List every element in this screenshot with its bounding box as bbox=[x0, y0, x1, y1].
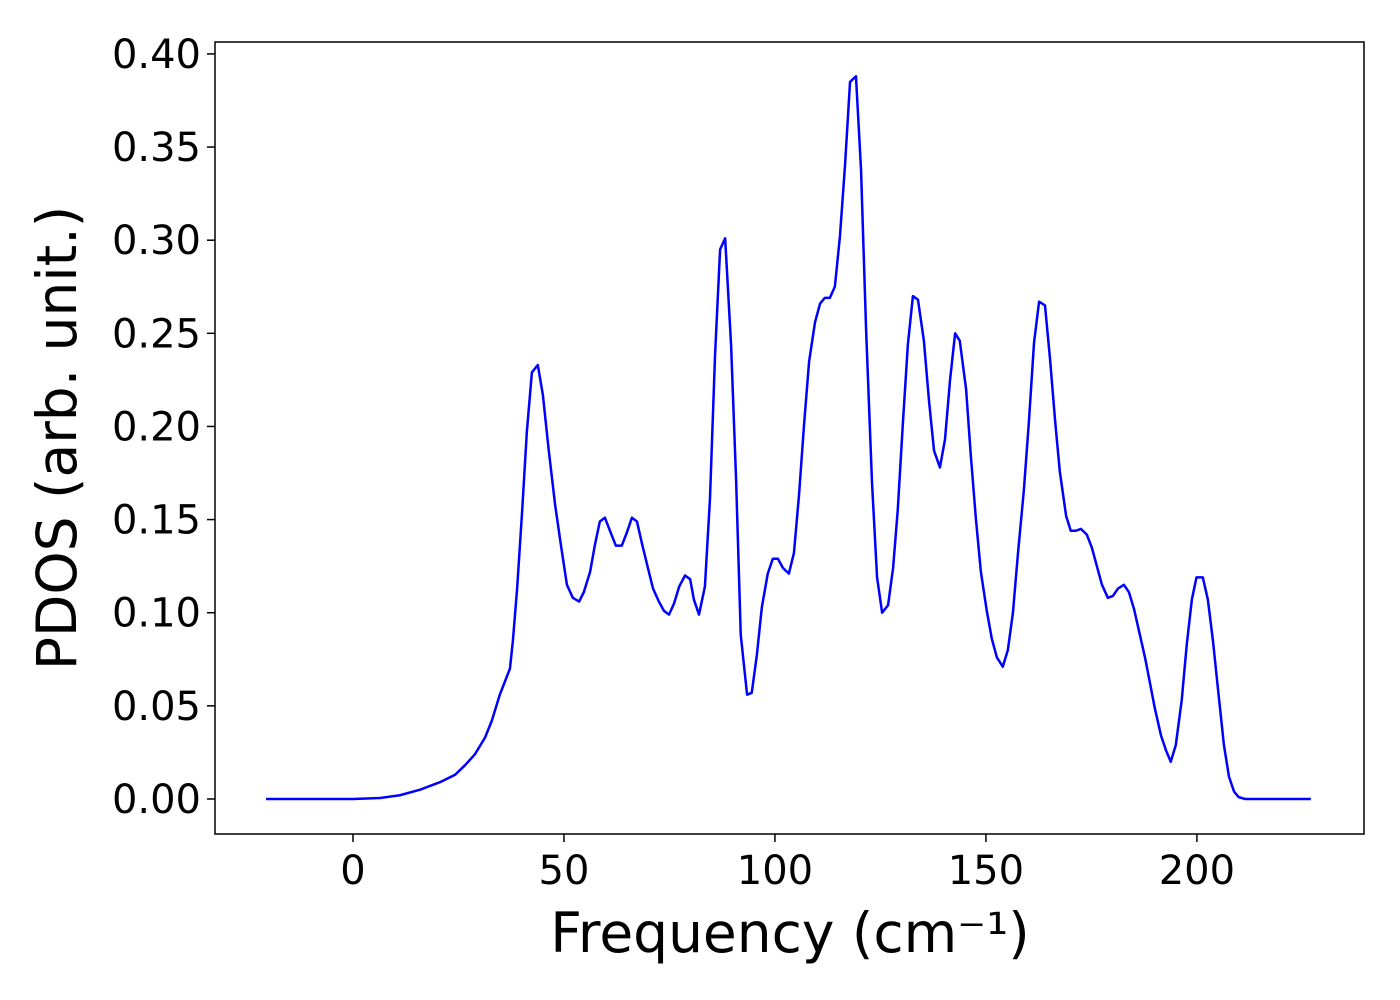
y-tick-label: 0.20 bbox=[112, 404, 201, 450]
y-tick-label: 0.40 bbox=[112, 32, 201, 78]
y-tick-label: 0.35 bbox=[112, 125, 201, 171]
y-tick-label: 0.30 bbox=[112, 218, 201, 264]
x-tick-label: 150 bbox=[948, 848, 1024, 894]
y-tick-label: 0.25 bbox=[112, 311, 201, 357]
x-axis-label: Frequency (cm⁻¹) bbox=[550, 901, 1029, 965]
axes-frame bbox=[214, 41, 1365, 835]
y-axis-label: PDOS (arb. unit.) bbox=[25, 206, 89, 670]
y-tick-label: 0.05 bbox=[112, 684, 201, 730]
x-tick-label: 50 bbox=[539, 848, 590, 894]
x-tick-label: 200 bbox=[1159, 848, 1235, 894]
data-line bbox=[266, 75, 1311, 801]
x-tick-label: 100 bbox=[737, 848, 813, 894]
y-tick-label: 0.00 bbox=[112, 777, 201, 823]
x-tick-label: 0 bbox=[340, 848, 365, 894]
y-tick-label: 0.15 bbox=[112, 498, 201, 544]
y-tick-label: 0.10 bbox=[112, 591, 201, 637]
